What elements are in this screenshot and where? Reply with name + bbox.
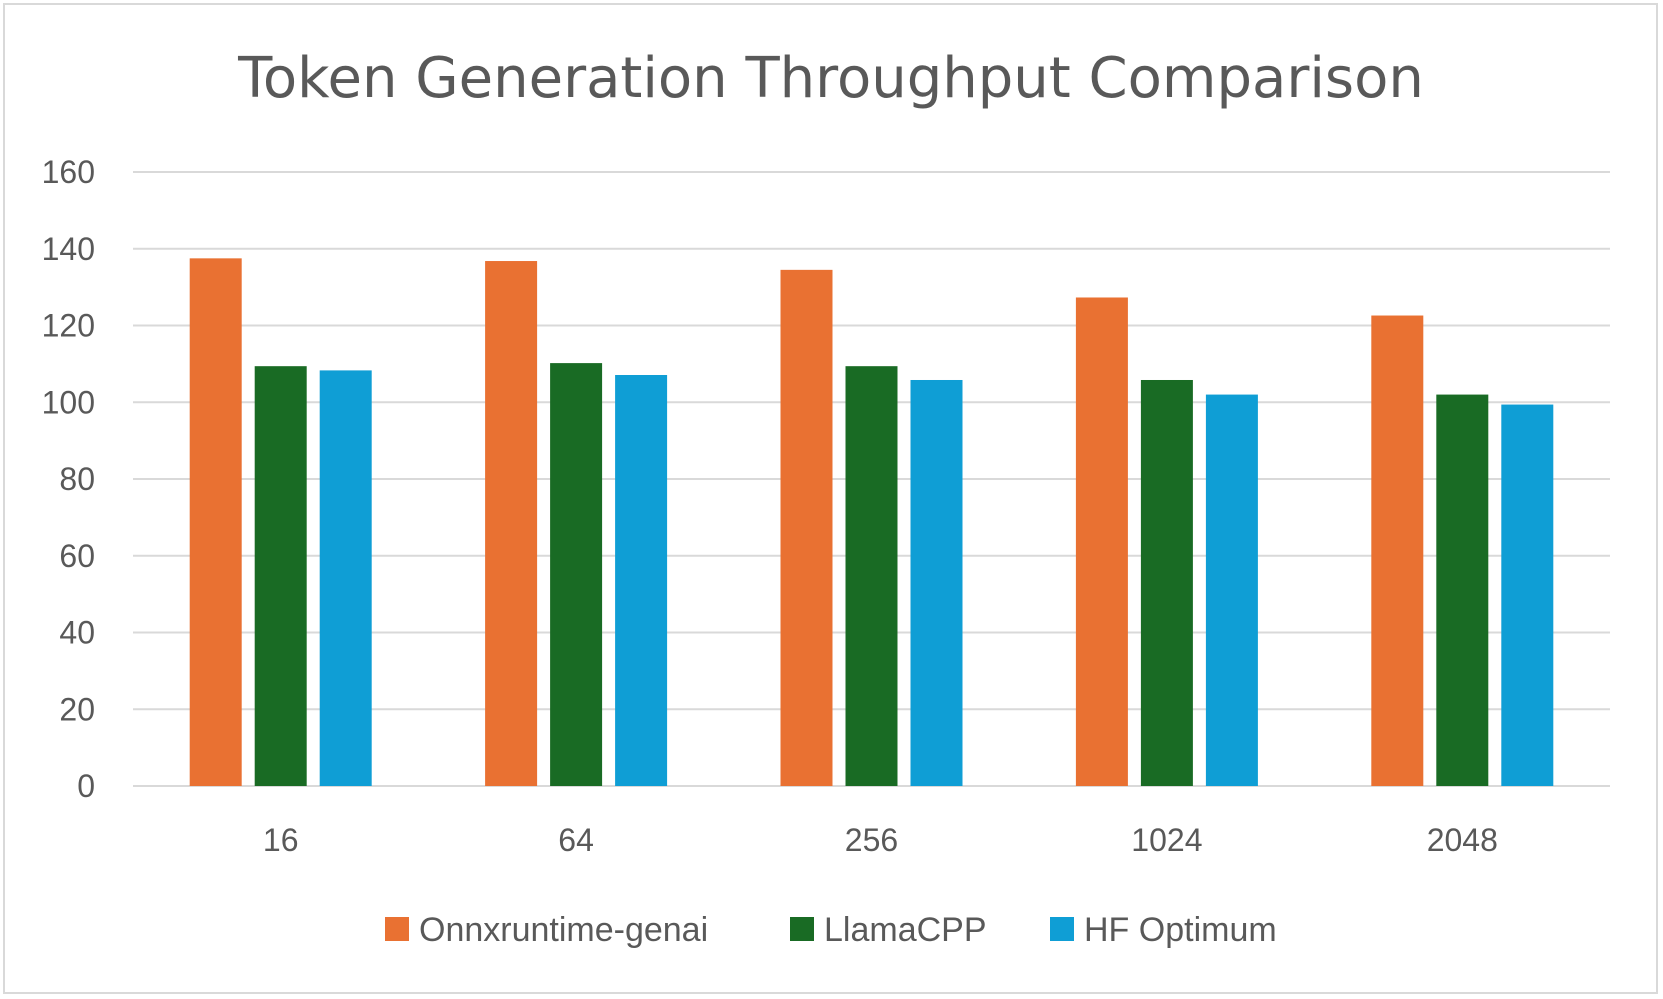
y-tick-label: 100 xyxy=(42,384,95,420)
y-tick-label: 120 xyxy=(42,308,95,344)
legend: Onnxruntime-genai LlamaCPP HF Optimum xyxy=(385,911,1277,949)
x-axis-tick-labels: 16 64 256 1024 2048 xyxy=(263,822,1498,858)
legend-swatch xyxy=(790,917,814,941)
legend-label: HF Optimum xyxy=(1084,911,1277,949)
x-tick-label: 1024 xyxy=(1131,822,1202,858)
bar-onnxruntime-genai-2048 xyxy=(1371,315,1424,786)
legend-item-hf-optimum: HF Optimum xyxy=(1050,911,1277,949)
x-tick-label: 64 xyxy=(558,822,594,858)
y-tick-label: 0 xyxy=(77,768,95,804)
bar-hf-optimum-64 xyxy=(615,375,668,786)
y-tick-label: 60 xyxy=(59,538,95,574)
bar-hf-optimum-16 xyxy=(319,370,372,786)
bar-llamacpp-1024 xyxy=(1140,379,1193,786)
bar-onnxruntime-genai-64 xyxy=(485,261,538,786)
bar-llamacpp-256 xyxy=(845,366,898,786)
y-axis-tick-labels: 0 20 40 60 80 100 120 140 160 xyxy=(42,154,95,804)
bar-onnxruntime-genai-256 xyxy=(780,269,833,786)
chart-title: Token Generation Throughput Comparison xyxy=(237,46,1424,111)
bar-series-group xyxy=(189,258,1554,786)
y-tick-label: 160 xyxy=(42,154,95,190)
legend-swatch xyxy=(385,917,409,941)
legend-swatch xyxy=(1050,917,1074,941)
x-tick-label: 16 xyxy=(263,822,299,858)
bar-hf-optimum-1024 xyxy=(1205,394,1258,786)
bar-onnxruntime-genai-16 xyxy=(189,258,242,786)
bar-llamacpp-64 xyxy=(550,363,603,786)
bar-onnxruntime-genai-1024 xyxy=(1075,297,1128,786)
y-tick-label: 140 xyxy=(42,231,95,267)
legend-item-onnxruntime-genai: Onnxruntime-genai xyxy=(385,911,708,949)
legend-label: LlamaCPP xyxy=(824,911,987,949)
bar-llamacpp-16 xyxy=(254,366,307,786)
bar-hf-optimum-256 xyxy=(910,379,963,786)
y-tick-label: 40 xyxy=(59,615,95,651)
legend-label: Onnxruntime-genai xyxy=(419,911,708,949)
y-tick-label: 80 xyxy=(59,461,95,497)
bar-hf-optimum-2048 xyxy=(1501,404,1554,786)
y-tick-label: 20 xyxy=(59,691,95,727)
legend-item-llamacpp: LlamaCPP xyxy=(790,911,987,949)
bar-llamacpp-2048 xyxy=(1436,394,1489,786)
x-tick-label: 2048 xyxy=(1427,822,1498,858)
x-tick-label: 256 xyxy=(845,822,898,858)
